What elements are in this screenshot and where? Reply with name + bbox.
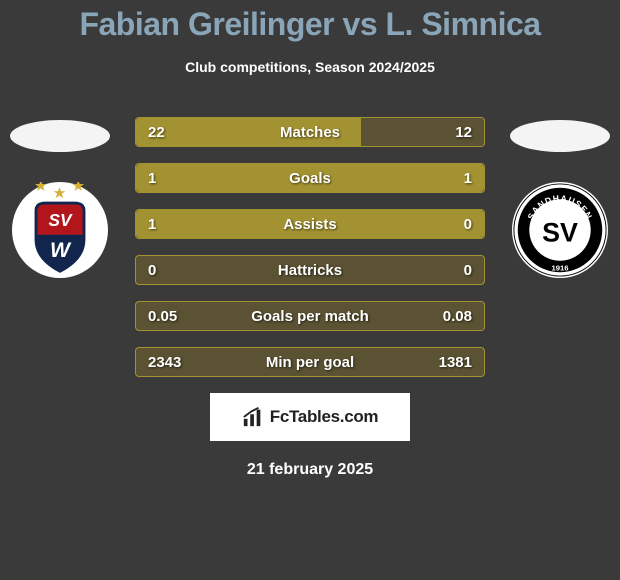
stat-label: Hattricks <box>278 262 342 279</box>
stat-row: 1 Goals 1 <box>135 163 485 193</box>
stat-label: Goals per match <box>251 308 369 325</box>
stat-row: 0 Hattricks 0 <box>135 255 485 285</box>
stat-row: 2343 Min per goal 1381 <box>135 347 485 377</box>
stat-right-value: 12 <box>455 124 472 141</box>
svg-text:W: W <box>50 239 72 262</box>
nationality-flag-left <box>10 120 110 152</box>
player-left-column: SV W <box>5 120 115 278</box>
club-crest-left: SV W <box>12 182 108 278</box>
stat-row: 0.05 Goals per match 0.08 <box>135 301 485 331</box>
page-title: Fabian Greilinger vs L. Simnica <box>0 6 620 43</box>
subtitle: Club competitions, Season 2024/2025 <box>0 59 620 75</box>
player-right-column: SANDHAUSEN 1916 SV <box>505 120 615 278</box>
watermark-badge: FcTables.com <box>210 393 410 441</box>
stat-label: Goals <box>289 170 331 187</box>
fctables-chart-icon <box>242 406 264 428</box>
stat-left-value: 1 <box>148 216 156 233</box>
stat-label: Assists <box>283 216 336 233</box>
date-text: 21 february 2025 <box>0 461 620 479</box>
wehen-logo-icon: SV W <box>12 182 108 278</box>
stats-table: 22 Matches 12 1 Goals 1 1 Assists 0 0 Hattricks 0 0.… <box>135 117 485 377</box>
stat-left-value: 0 <box>148 262 156 279</box>
sandhausen-logo-icon: SANDHAUSEN 1916 SV <box>512 182 608 278</box>
svg-text:SV: SV <box>542 218 578 248</box>
stat-right-value: 0.08 <box>443 308 472 325</box>
stat-left-value: 2343 <box>148 354 181 371</box>
stat-right-value: 1 <box>464 170 472 187</box>
nationality-flag-right <box>510 120 610 152</box>
stat-label: Min per goal <box>266 354 354 371</box>
svg-text:1916: 1916 <box>551 263 568 272</box>
stat-right-value: 0 <box>464 262 472 279</box>
stat-right-value: 1381 <box>439 354 472 371</box>
stat-left-value: 0.05 <box>148 308 177 325</box>
watermark-text: FcTables.com <box>270 407 379 427</box>
stat-left-value: 1 <box>148 170 156 187</box>
stat-row: 1 Assists 0 <box>135 209 485 239</box>
club-crest-right: SANDHAUSEN 1916 SV <box>512 182 608 278</box>
stat-right-value: 0 <box>464 216 472 233</box>
stat-row: 22 Matches 12 <box>135 117 485 147</box>
stat-left-value: 22 <box>148 124 165 141</box>
svg-text:SV: SV <box>48 210 73 230</box>
comparison-card: Fabian Greilinger vs L. Simnica Club com… <box>0 0 620 580</box>
stat-label: Matches <box>280 124 340 141</box>
